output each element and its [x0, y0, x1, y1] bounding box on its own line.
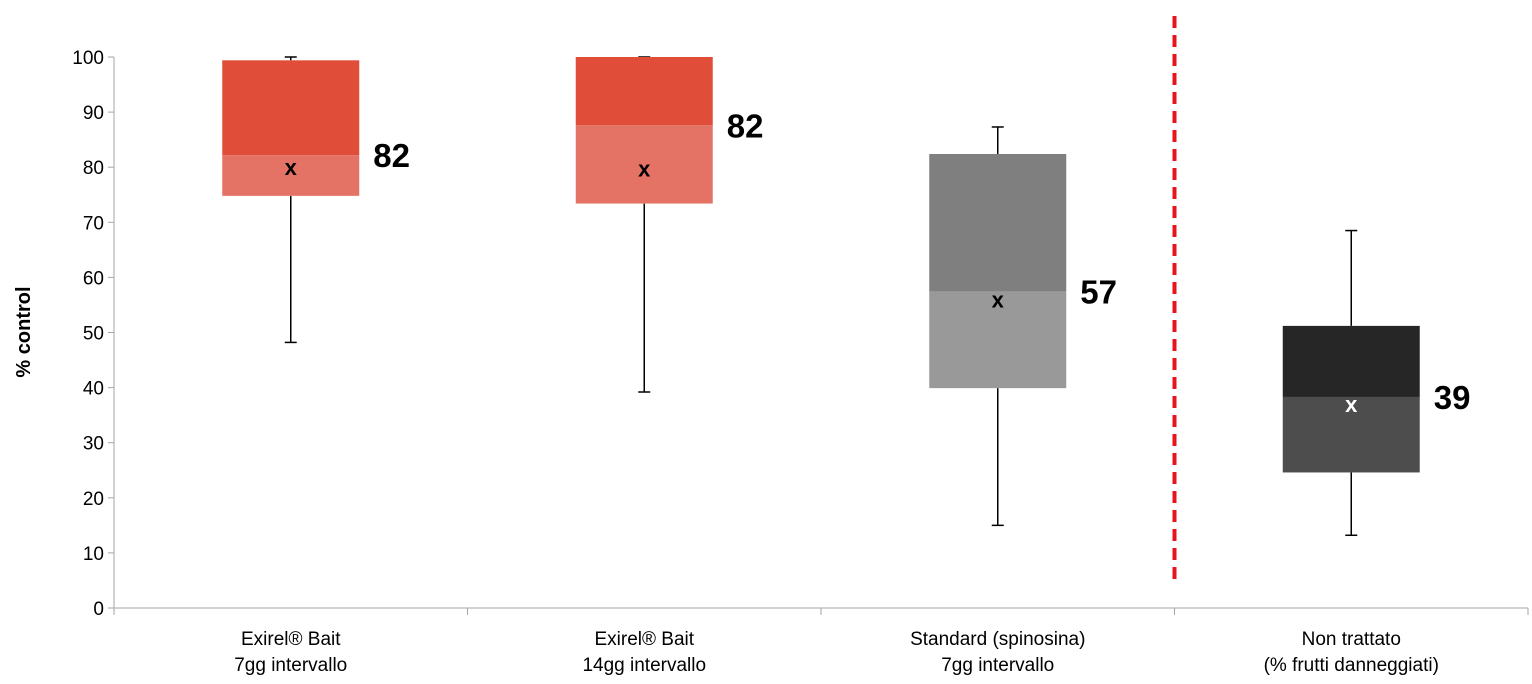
- x-tick-label: Standard (spinosina): [910, 629, 1085, 650]
- y-tick-label: 10: [83, 544, 104, 565]
- mean-marker: x: [638, 156, 651, 181]
- data-label: 82: [373, 137, 410, 174]
- y-tick-label: 50: [83, 324, 104, 345]
- box-lower-quartile: [222, 155, 360, 196]
- box-3: x 57: [929, 126, 1117, 527]
- x-tick-label: Exirel® Bait: [594, 629, 694, 650]
- box-series: x 82 x 82 x 57 x 39: [222, 16, 1470, 580]
- y-tick-label: 90: [83, 103, 104, 124]
- y-tick-label: 100: [72, 48, 104, 69]
- x-tick-label: Non trattato: [1302, 629, 1401, 650]
- x-tick-label: 7gg intervallo: [234, 655, 347, 676]
- y-axis: 0 10 20 30 40 50 60 70 80 90 100: [72, 48, 115, 620]
- x-tick-label: Exirel® Bait: [241, 629, 341, 650]
- y-tick-label: 80: [83, 158, 104, 179]
- x-tick-label: (% frutti danneggiati): [1264, 655, 1439, 676]
- box-upper-quartile: [929, 153, 1067, 292]
- mean-marker: x: [1345, 392, 1358, 417]
- box-upper-quartile: [1282, 325, 1420, 397]
- data-label: 57: [1080, 274, 1117, 311]
- x-tick-label: 14gg intervallo: [582, 655, 706, 676]
- box-lower-quartile: [575, 125, 713, 204]
- data-label: 82: [727, 107, 764, 144]
- y-tick-label: 60: [83, 268, 104, 289]
- box-lower-quartile: [1282, 396, 1420, 473]
- x-axis: Exirel® Bait 7gg intervallo Exirel® Bait 14…: [113, 607, 1529, 676]
- box-lower-quartile: [929, 291, 1067, 389]
- y-tick-label: 40: [83, 379, 104, 400]
- box-4: x 39: [1282, 229, 1471, 537]
- box-upper-quartile: [575, 57, 713, 126]
- x-tick-label: 7gg intervallo: [941, 655, 1054, 676]
- box-1: x 82: [222, 56, 410, 344]
- box-2: x 82: [575, 56, 764, 393]
- data-label: 39: [1434, 379, 1471, 416]
- mean-marker: x: [992, 287, 1005, 312]
- y-tick-label: 70: [83, 213, 104, 234]
- mean-marker: x: [285, 155, 298, 180]
- box-upper-quartile: [222, 60, 360, 156]
- y-tick-label: 30: [83, 434, 104, 455]
- y-tick-label: 0: [93, 599, 104, 620]
- y-tick-label: 20: [83, 489, 104, 510]
- y-axis-title: % control: [13, 286, 35, 377]
